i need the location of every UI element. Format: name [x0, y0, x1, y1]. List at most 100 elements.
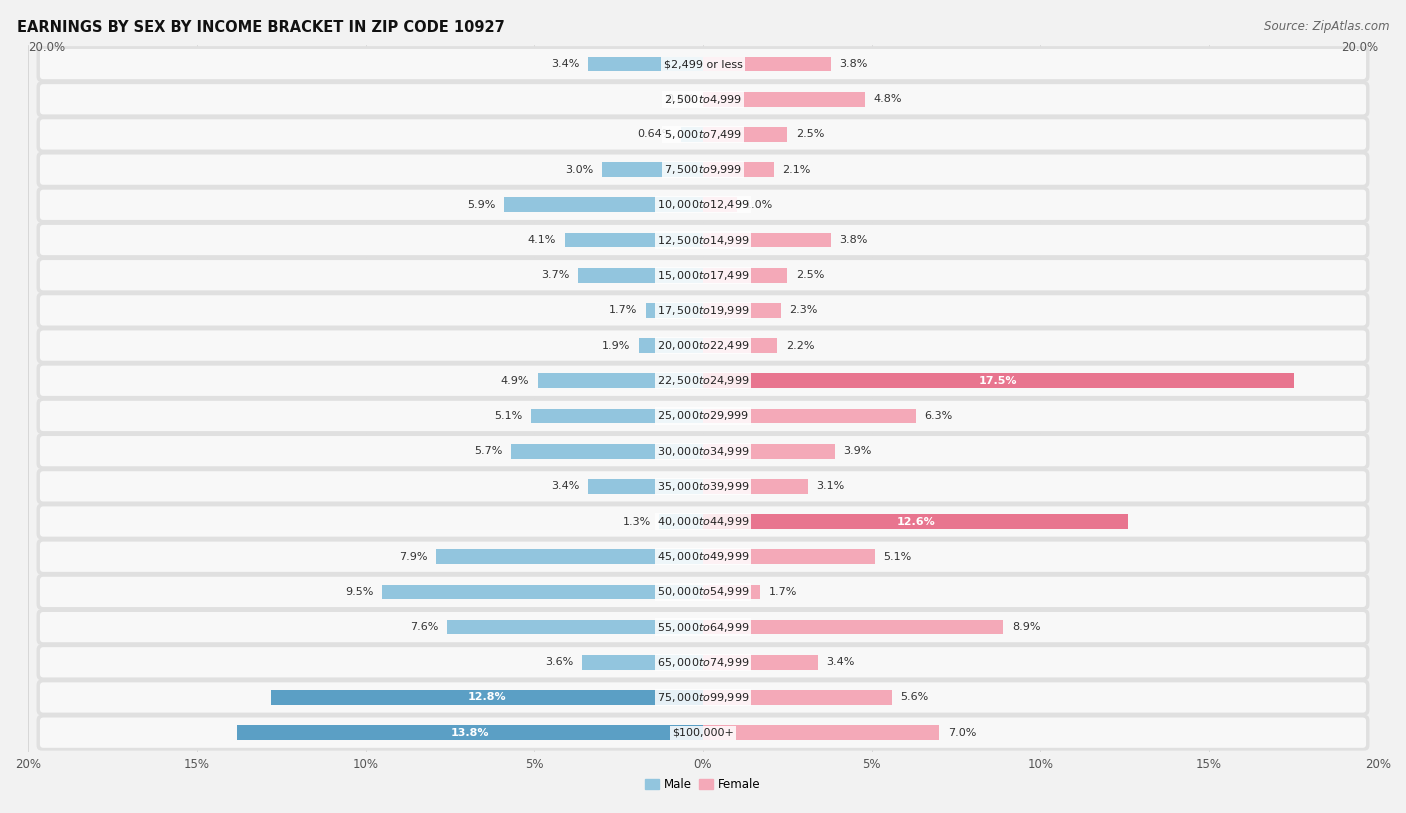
- FancyBboxPatch shape: [37, 715, 1369, 750]
- Text: 3.4%: 3.4%: [551, 481, 579, 491]
- Bar: [588, 479, 703, 493]
- Text: $2,499 or less: $2,499 or less: [664, 59, 742, 69]
- Text: 5.6%: 5.6%: [900, 693, 928, 702]
- Text: $7,500 to $9,999: $7,500 to $9,999: [664, 163, 742, 176]
- Bar: [659, 514, 703, 529]
- Bar: [703, 514, 1128, 529]
- Text: 4.1%: 4.1%: [527, 235, 557, 245]
- FancyBboxPatch shape: [39, 225, 1367, 255]
- Text: $25,000 to $29,999: $25,000 to $29,999: [657, 410, 749, 423]
- FancyBboxPatch shape: [39, 295, 1367, 325]
- Bar: [703, 409, 915, 424]
- Bar: [436, 550, 703, 564]
- Text: 5.1%: 5.1%: [495, 411, 523, 421]
- FancyBboxPatch shape: [37, 539, 1369, 575]
- Text: $65,000 to $74,999: $65,000 to $74,999: [657, 656, 749, 669]
- Text: 3.8%: 3.8%: [839, 235, 868, 245]
- FancyBboxPatch shape: [37, 398, 1369, 434]
- Text: 3.8%: 3.8%: [839, 59, 868, 69]
- Text: 2.3%: 2.3%: [789, 306, 817, 315]
- FancyBboxPatch shape: [39, 401, 1367, 431]
- Text: $17,500 to $19,999: $17,500 to $19,999: [657, 304, 749, 317]
- Text: Source: ZipAtlas.com: Source: ZipAtlas.com: [1264, 20, 1389, 33]
- Text: 8.9%: 8.9%: [1012, 622, 1040, 632]
- Text: 7.0%: 7.0%: [948, 728, 976, 737]
- Bar: [703, 198, 737, 212]
- FancyBboxPatch shape: [39, 189, 1367, 220]
- FancyBboxPatch shape: [37, 293, 1369, 328]
- Text: 9.5%: 9.5%: [346, 587, 374, 597]
- Text: $5,000 to $7,499: $5,000 to $7,499: [664, 128, 742, 141]
- Text: 1.3%: 1.3%: [623, 516, 651, 527]
- Bar: [703, 303, 780, 318]
- Text: 12.6%: 12.6%: [896, 516, 935, 527]
- Text: 3.0%: 3.0%: [565, 165, 593, 175]
- Text: 3.9%: 3.9%: [844, 446, 872, 456]
- Bar: [602, 163, 703, 177]
- Text: 2.2%: 2.2%: [786, 341, 814, 350]
- Text: 20.0%: 20.0%: [28, 41, 65, 54]
- Bar: [703, 550, 875, 564]
- Bar: [703, 444, 835, 459]
- Bar: [703, 725, 939, 740]
- Text: 3.7%: 3.7%: [541, 270, 569, 280]
- Text: 1.0%: 1.0%: [745, 200, 773, 210]
- Text: $15,000 to $17,499: $15,000 to $17,499: [657, 269, 749, 282]
- Text: 3.4%: 3.4%: [551, 59, 579, 69]
- FancyBboxPatch shape: [39, 647, 1367, 677]
- FancyBboxPatch shape: [39, 260, 1367, 290]
- FancyBboxPatch shape: [39, 154, 1367, 185]
- Bar: [578, 267, 703, 283]
- Text: 2.1%: 2.1%: [782, 165, 811, 175]
- Text: $10,000 to $12,499: $10,000 to $12,499: [657, 198, 749, 211]
- Text: 2.5%: 2.5%: [796, 129, 824, 140]
- Bar: [703, 267, 787, 283]
- Bar: [703, 479, 807, 493]
- FancyBboxPatch shape: [39, 718, 1367, 748]
- FancyBboxPatch shape: [37, 503, 1369, 540]
- Text: 5.9%: 5.9%: [467, 200, 495, 210]
- Text: 12.8%: 12.8%: [468, 693, 506, 702]
- FancyBboxPatch shape: [37, 187, 1369, 223]
- Text: $45,000 to $49,999: $45,000 to $49,999: [657, 550, 749, 563]
- FancyBboxPatch shape: [39, 436, 1367, 467]
- Text: 6.3%: 6.3%: [924, 411, 952, 421]
- Bar: [703, 127, 787, 141]
- Legend: Male, Female: Male, Female: [641, 773, 765, 796]
- FancyBboxPatch shape: [37, 222, 1369, 258]
- Text: EARNINGS BY SEX BY INCOME BRACKET IN ZIP CODE 10927: EARNINGS BY SEX BY INCOME BRACKET IN ZIP…: [17, 20, 505, 35]
- FancyBboxPatch shape: [39, 612, 1367, 642]
- Bar: [703, 163, 773, 177]
- FancyBboxPatch shape: [39, 541, 1367, 572]
- Text: 17.5%: 17.5%: [979, 376, 1018, 386]
- Text: $20,000 to $22,499: $20,000 to $22,499: [657, 339, 749, 352]
- FancyBboxPatch shape: [37, 116, 1369, 152]
- Text: $75,000 to $99,999: $75,000 to $99,999: [657, 691, 749, 704]
- Bar: [238, 725, 703, 740]
- FancyBboxPatch shape: [39, 84, 1367, 115]
- FancyBboxPatch shape: [39, 366, 1367, 396]
- Text: 1.7%: 1.7%: [769, 587, 797, 597]
- Bar: [703, 338, 778, 353]
- Text: $22,500 to $24,999: $22,500 to $24,999: [657, 374, 749, 387]
- FancyBboxPatch shape: [39, 472, 1367, 502]
- Text: $40,000 to $44,999: $40,000 to $44,999: [657, 515, 749, 528]
- FancyBboxPatch shape: [39, 682, 1367, 713]
- Bar: [565, 233, 703, 247]
- Bar: [531, 409, 703, 424]
- Bar: [682, 127, 703, 141]
- Bar: [703, 233, 831, 247]
- Bar: [447, 620, 703, 634]
- FancyBboxPatch shape: [37, 81, 1369, 117]
- FancyBboxPatch shape: [37, 363, 1369, 398]
- Text: $30,000 to $34,999: $30,000 to $34,999: [657, 445, 749, 458]
- Bar: [645, 303, 703, 318]
- Text: 3.1%: 3.1%: [815, 481, 844, 491]
- FancyBboxPatch shape: [37, 574, 1369, 610]
- Bar: [382, 585, 703, 599]
- Text: 7.9%: 7.9%: [399, 552, 427, 562]
- FancyBboxPatch shape: [39, 506, 1367, 537]
- Text: 5.7%: 5.7%: [474, 446, 502, 456]
- FancyBboxPatch shape: [37, 645, 1369, 680]
- Text: $50,000 to $54,999: $50,000 to $54,999: [657, 585, 749, 598]
